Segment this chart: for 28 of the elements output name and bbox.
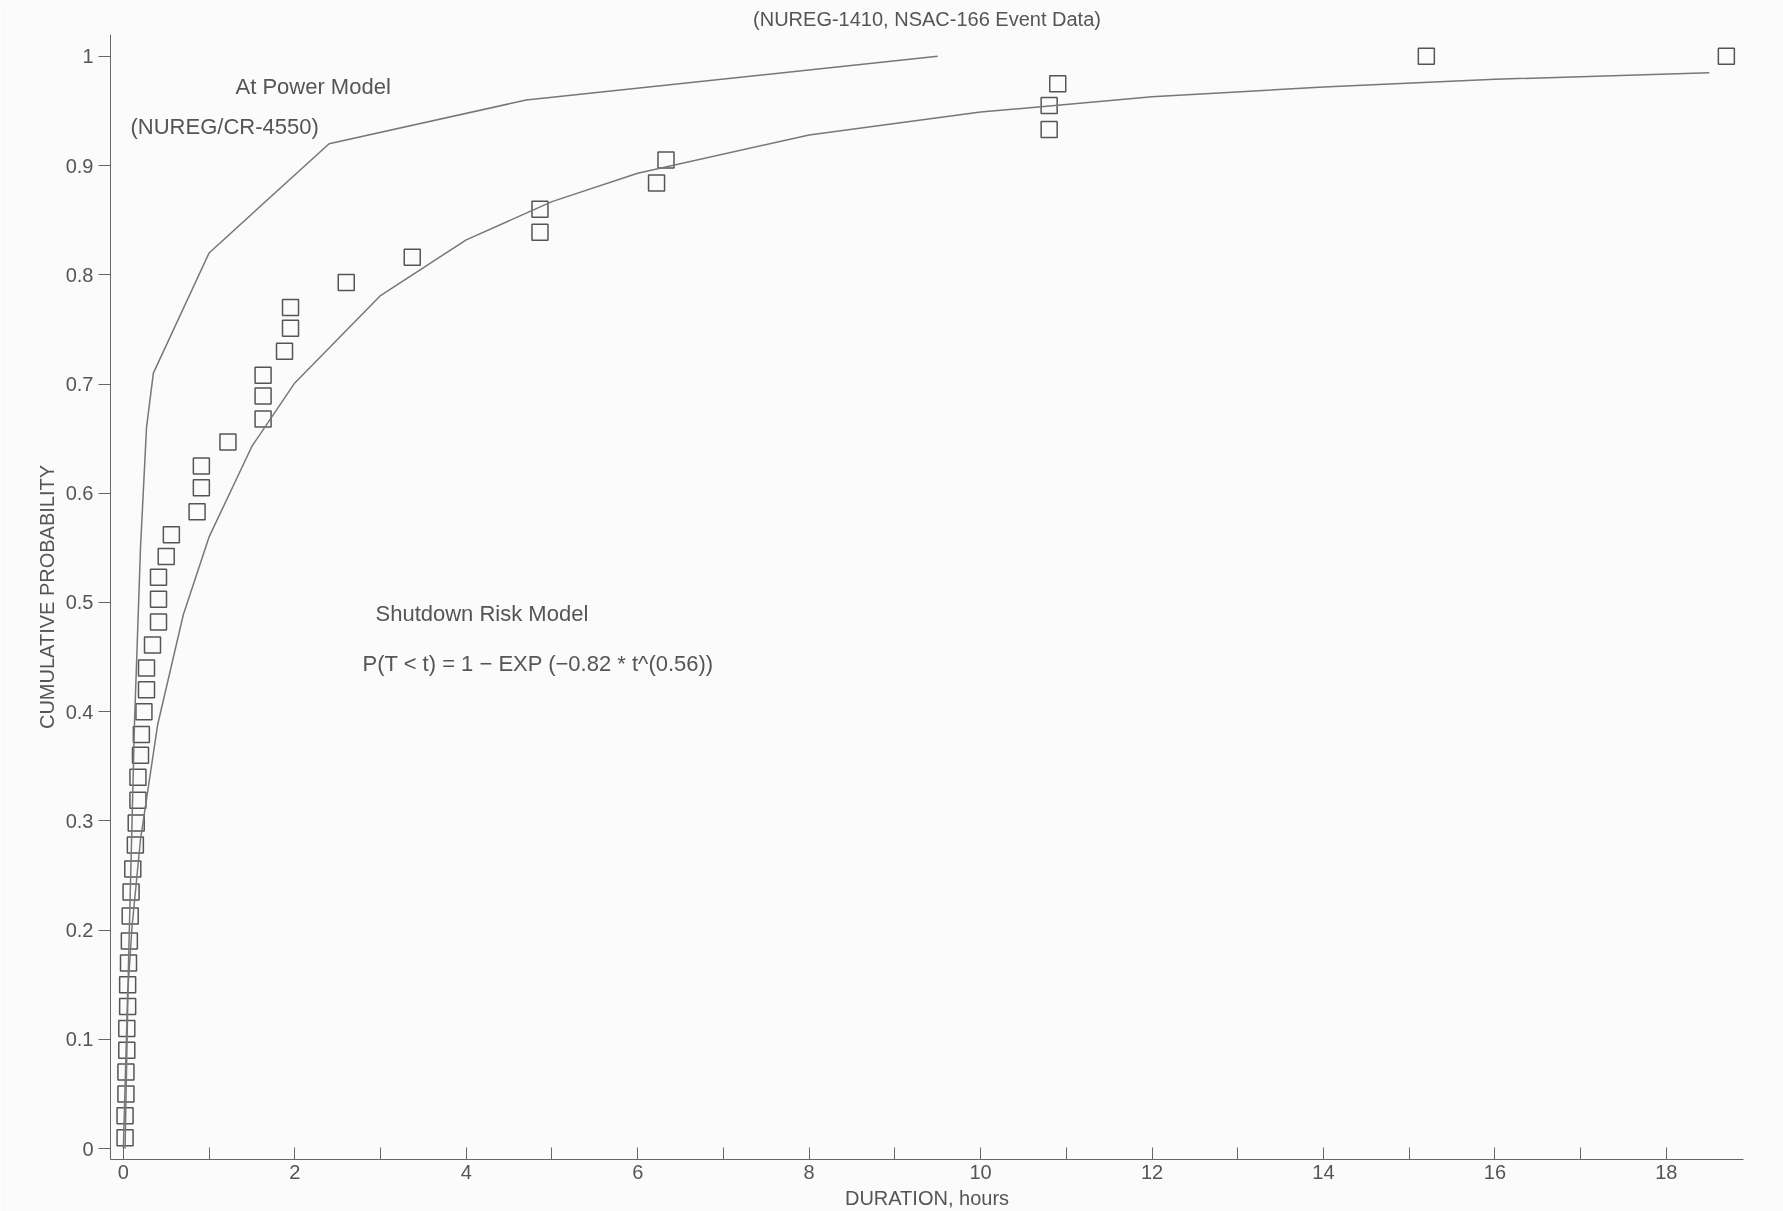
x-tick-label: 18	[1655, 1160, 1678, 1183]
y-tick-label: 0.5	[65, 591, 94, 614]
x-tick-label: 0	[117, 1160, 129, 1183]
x-tick-label: 16	[1483, 1160, 1507, 1183]
y-tick-label: 1	[82, 45, 94, 68]
annotation: Shutdown Risk Model	[375, 601, 589, 626]
x-tick-label: 2	[289, 1160, 301, 1183]
x-tick-label: 4	[460, 1160, 472, 1183]
x-tick-label: 10	[969, 1160, 992, 1183]
x-axis-title: DURATION, hours	[844, 1186, 1010, 1209]
annotation: (NUREG/CR-4550)	[130, 114, 319, 139]
x-tick-label: 14	[1312, 1160, 1335, 1183]
x-tick-label: 6	[632, 1160, 644, 1183]
y-tick-label: 0.2	[65, 919, 94, 942]
annotation: At Power Model	[235, 74, 391, 99]
chart-subtitle: (NUREG-1410, NSAC-166 Event Data)	[753, 7, 1101, 30]
y-tick-label: 0.9	[65, 154, 94, 177]
y-tick-label: 0.8	[65, 263, 94, 286]
y-tick-label: 0.1	[65, 1028, 94, 1051]
y-tick-label: 0.3	[65, 809, 94, 832]
y-axis-title: CUMULATIVE PROBABILITY	[35, 464, 58, 730]
annotation: P(T < t) = 1 − EXP (−0.82 * t^(0.56))	[362, 651, 714, 676]
y-tick-label: 0.4	[65, 700, 94, 723]
y-tick-label: 0	[82, 1137, 94, 1160]
y-tick-label: 0.6	[65, 482, 94, 505]
x-tick-label: 12	[1140, 1160, 1164, 1183]
x-tick-label: 8	[803, 1160, 815, 1183]
y-tick-label: 0.7	[65, 373, 94, 396]
